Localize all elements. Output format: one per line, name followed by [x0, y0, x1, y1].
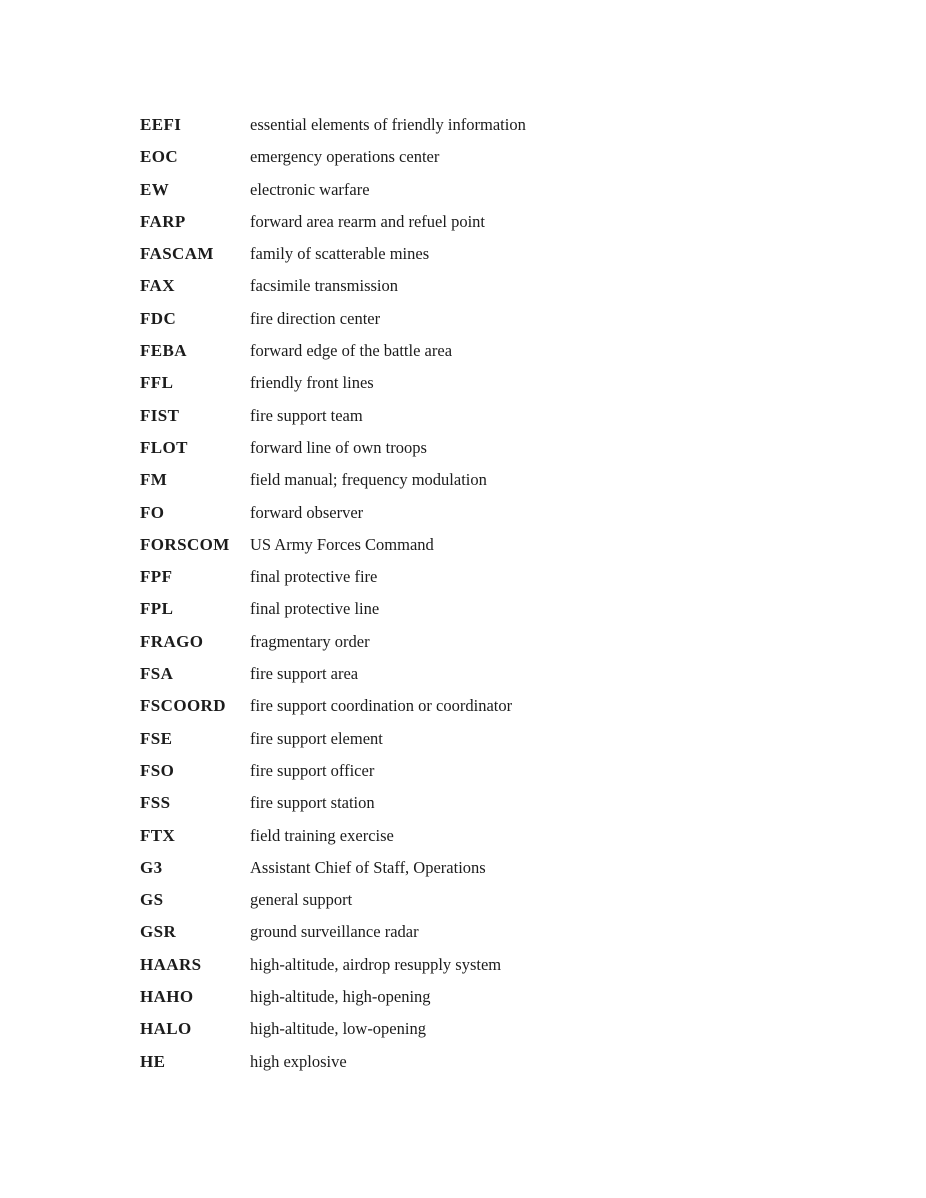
acronym-label: FM — [140, 470, 168, 490]
glossary-entry-row: FORSCOM US Army Forces Command — [140, 529, 800, 561]
definition-text: high-altitude, low-opening — [250, 1019, 426, 1039]
acronym-label: FSE — [140, 728, 173, 748]
acronym-label: FASCAM — [140, 244, 214, 264]
glossary-entry-row: FAX facsimile transmission — [140, 270, 800, 302]
definition-text: fire support station — [250, 793, 375, 813]
definition-text: general support — [250, 890, 353, 910]
acronym-label: GS — [140, 890, 164, 910]
definition-text: Assistant Chief of Staff, Operations — [250, 857, 486, 877]
glossary-entry-row: FTX field training exercise — [140, 820, 800, 852]
glossary-entry-row: EOC emergency operations center — [140, 141, 800, 173]
acronym-label: HALO — [140, 1019, 192, 1039]
definition-text: essential elements of friendly informati… — [250, 115, 526, 134]
glossary-entry-row: FPL final protective line — [140, 593, 800, 625]
definition-text: field manual; frequency modulation — [250, 470, 487, 490]
glossary-entry-row: HAARS high-altitude, airdrop resupply sys… — [140, 949, 800, 981]
glossary-entry-row: FSA fire support area — [140, 658, 800, 690]
acronym-label: FSCOORD — [140, 696, 226, 716]
acronym-label: FEBA — [140, 341, 187, 361]
glossary-entry-row: FEBA forward edge of the battle area — [140, 335, 800, 367]
acronym-label: EEFI — [140, 115, 182, 134]
glossary-entry-row: EEFI essential elements of friendly infor… — [140, 109, 800, 141]
definition-text: fire support coordination or coordinator — [250, 696, 513, 716]
definition-text: family of scatterable mines — [250, 244, 430, 264]
glossary-entry-row: FM field manual; frequency modulation — [140, 464, 800, 496]
glossary-entry-row: FSE fire support element — [140, 723, 800, 755]
glossary-entry-row: FASCAM family of scatterable mines — [140, 238, 800, 270]
acronym-label: FTX — [140, 825, 176, 845]
acronym-label: FARP — [140, 211, 186, 231]
definition-text: friendly front lines — [250, 373, 374, 393]
definition-text: electronic warfare — [250, 179, 370, 199]
acronym-label: EOC — [140, 147, 179, 167]
glossary-entry-row: FRAGO fragmentary order — [140, 626, 800, 658]
definition-text: fire support area — [250, 664, 359, 684]
acronym-label: FLOT — [140, 437, 188, 457]
acronym-label: FSO — [140, 760, 175, 780]
glossary-entry-row: FSO fire support officer — [140, 755, 800, 787]
glossary-entry-row: EW electronic warfare — [140, 174, 800, 206]
acronym-label: FSS — [140, 793, 171, 813]
acronym-label: FDC — [140, 308, 177, 328]
definition-text: fire support element — [250, 728, 383, 748]
acronym-label: EW — [140, 179, 170, 199]
glossary-entry-row: FIST fire support team — [140, 400, 800, 432]
definition-text: final protective line — [250, 599, 380, 619]
acronym-label: HE — [140, 1051, 166, 1071]
definition-text: fragmentary order — [250, 631, 370, 651]
acronym-label: FFL — [140, 373, 174, 393]
definition-text: forward area rearm and refuel point — [250, 211, 485, 231]
definition-text: forward observer — [250, 502, 364, 522]
glossary-entry-row: HALO high-altitude, low-opening — [140, 1013, 800, 1045]
acronym-label: FO — [140, 502, 165, 522]
definition-text: ground surveillance radar — [250, 922, 419, 942]
definition-text: high-altitude, high-opening — [250, 987, 431, 1007]
definition-text: fire support team — [250, 405, 363, 425]
acronym-label: FAX — [140, 276, 175, 296]
definition-text: fire direction center — [250, 308, 381, 328]
glossary-entry-row: FSS fire support station — [140, 787, 800, 819]
acronym-label: HAARS — [140, 954, 202, 974]
glossary-entry-row: FARP forward area rearm and refuel point — [140, 206, 800, 238]
acronym-label: FPL — [140, 599, 174, 619]
definition-text: forward line of own troops — [250, 437, 427, 457]
definition-text: final protective fire — [250, 567, 378, 587]
definition-text: US Army Forces Command — [250, 534, 434, 554]
glossary-entry-row: FPF final protective fire — [140, 561, 800, 593]
glossary-entry-row: G3 Assistant Chief of Staff, Operations — [140, 852, 800, 884]
glossary-entry-row: FSCOORD fire support coordination or coor… — [140, 690, 800, 722]
glossary-list: EEFI essential elements of friendly infor… — [140, 109, 800, 1078]
acronym-label: GSR — [140, 922, 177, 942]
acronym-label: FORSCOM — [140, 534, 230, 554]
acronym-label: FPF — [140, 567, 173, 587]
glossary-entry-row: FFL friendly front lines — [140, 367, 800, 399]
glossary-entry-row: HE high explosive — [140, 1046, 800, 1078]
definition-text: facsimile transmission — [250, 276, 399, 296]
glossary-entry-row: GSR ground surveillance radar — [140, 916, 800, 948]
definition-text: field training exercise — [250, 825, 394, 845]
acronym-label: G3 — [140, 857, 163, 877]
definition-text: fire support officer — [250, 760, 375, 780]
glossary-entry-row: FLOT forward line of own troops — [140, 432, 800, 464]
acronym-label: FSA — [140, 664, 174, 684]
glossary-entry-row: FDC fire direction center — [140, 303, 800, 335]
definition-text: high explosive — [250, 1051, 347, 1071]
glossary-entry-row: HAHO high-altitude, high-opening — [140, 981, 800, 1013]
definition-text: high-altitude, airdrop resupply system — [250, 954, 502, 974]
acronym-label: FIST — [140, 405, 180, 425]
definition-text: forward edge of the battle area — [250, 341, 453, 361]
glossary-entry-row: GS general support — [140, 884, 800, 916]
glossary-entry-row: FO forward observer — [140, 497, 800, 529]
acronym-label: HAHO — [140, 987, 194, 1007]
definition-text: emergency operations center — [250, 147, 440, 167]
acronym-label: FRAGO — [140, 631, 204, 651]
